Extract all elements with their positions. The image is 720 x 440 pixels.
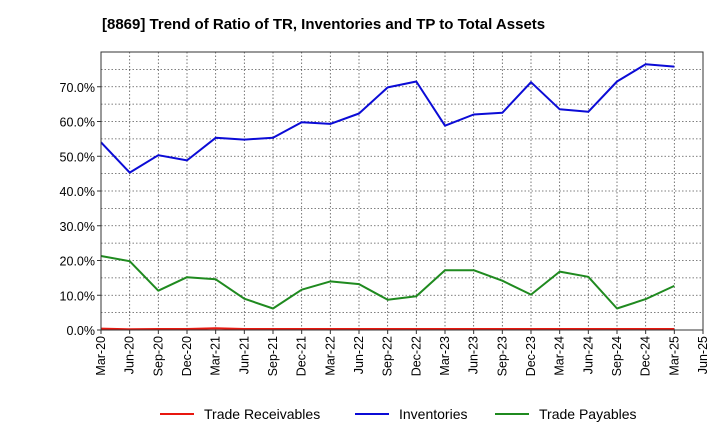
x-tick-label: Mar-23	[438, 336, 452, 376]
legend-label: Trade Receivables	[204, 406, 320, 422]
y-tick-label: 60.0%	[60, 116, 95, 130]
series-lines	[100, 63, 675, 331]
x-tick-label: Jun-22	[352, 336, 366, 374]
x-tick-label: Mar-20	[94, 336, 108, 376]
x-tick-label: Dec-22	[409, 336, 423, 376]
x-tick-label: Dec-21	[295, 336, 309, 376]
x-tick-label: Dec-23	[524, 336, 538, 376]
legend-label: Trade Payables	[539, 406, 637, 422]
x-tick-label: Sep-23	[495, 336, 509, 376]
x-tick-label: Jun-25	[696, 336, 710, 374]
x-tick-label: Jun-24	[581, 336, 595, 374]
x-tick-label: Jun-23	[467, 336, 481, 374]
x-tick-label: Mar-25	[667, 336, 681, 376]
x-tick-label: Jun-21	[237, 336, 251, 374]
series-line-trade-payables	[100, 255, 675, 310]
x-tick-label: Sep-21	[266, 336, 280, 376]
x-tick-label: Mar-22	[323, 336, 337, 376]
series-line-inventories	[100, 63, 675, 174]
x-tick-label: Dec-20	[180, 336, 194, 376]
y-tick-label: 70.0%	[60, 81, 95, 95]
series-line-trade-receivables	[100, 327, 675, 331]
legend: Trade Receivables Inventories Trade Payabl…	[160, 406, 637, 422]
x-tick-label: Sep-24	[610, 336, 624, 376]
y-tick-label: 30.0%	[60, 220, 95, 234]
x-tick-label: Sep-20	[151, 336, 165, 376]
y-tick-label: 20.0%	[60, 255, 95, 269]
x-tick-label: Sep-22	[381, 336, 395, 376]
x-tick-label: Dec-24	[639, 336, 653, 376]
x-tick-label: Mar-21	[209, 336, 223, 376]
y-tick-labels: 0.0% 10.0% 20.0% 30.0% 40.0% 50.0% 60.0% 70.0%	[60, 81, 101, 338]
legend-label: Inventories	[399, 406, 467, 422]
x-tick-label: Jun-20	[123, 336, 137, 374]
x-tick-labels: Mar-20 Jun-20 Sep-20 Dec-20 Mar-21 Jun-21 Sep-…	[94, 330, 710, 376]
gridlines	[101, 52, 703, 330]
y-tick-label: 40.0%	[60, 185, 95, 199]
y-tick-label: 10.0%	[60, 289, 95, 303]
y-tick-label: 50.0%	[60, 150, 95, 164]
y-tick-label: 0.0%	[67, 324, 96, 338]
chart-title: [8869] Trend of Ratio of TR, Inventories…	[102, 16, 546, 33]
x-tick-label: Mar-24	[553, 336, 567, 376]
